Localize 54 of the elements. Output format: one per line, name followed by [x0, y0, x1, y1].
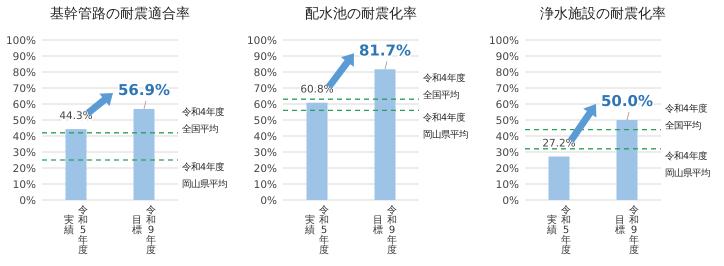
- y-tick-label: 10%: [12, 179, 36, 191]
- y-tick-label: 50%: [495, 115, 519, 127]
- ref-line-label: 令和4年度岡山県平均: [423, 112, 468, 140]
- y-tick-label: 40%: [12, 131, 36, 143]
- y-tick-label: 80%: [12, 67, 36, 79]
- y-tick-label: 30%: [495, 147, 519, 159]
- y-tick-label: 30%: [12, 147, 36, 159]
- y-tick-label: 70%: [12, 83, 36, 95]
- y-tick-label: 80%: [254, 67, 278, 79]
- data-label: 81.7%: [359, 41, 412, 60]
- y-tick-label: 0%: [19, 195, 36, 207]
- y-tick-label: 50%: [12, 115, 36, 127]
- ref-line-label: 令和4年度岡山県平均: [664, 150, 710, 179]
- category-label: 令和9年度目標: [132, 205, 156, 256]
- data-label: 44.3%: [59, 110, 93, 122]
- ref-line-label: 令和4年度全国平均: [423, 73, 466, 102]
- y-tick-label: 30%: [254, 147, 278, 159]
- y-tick-label: 80%: [495, 67, 519, 79]
- y-tick-label: 40%: [495, 131, 519, 143]
- ref-line-label: 令和4年度全国平均: [664, 104, 707, 132]
- y-tick-label: 20%: [12, 163, 36, 175]
- y-tick-label: 40%: [254, 131, 278, 143]
- category-label: 令和5年度実績: [305, 205, 330, 256]
- y-tick-label: 90%: [495, 51, 519, 63]
- data-label: 50.0%: [600, 92, 653, 110]
- y-tick-label: 90%: [254, 51, 278, 63]
- y-tick-label: 0%: [502, 195, 519, 207]
- y-tick-label: 10%: [495, 179, 519, 191]
- category-label: 令和5年度実績: [546, 205, 571, 256]
- y-tick-label: 70%: [495, 83, 519, 95]
- y-tick-label: 60%: [12, 99, 36, 111]
- category-label: 令和9年度目標: [614, 205, 639, 256]
- y-tick-label: 100%: [247, 35, 278, 47]
- y-tick-label: 20%: [495, 163, 519, 175]
- chart-title: 配水池の耐震化率: [305, 6, 418, 22]
- category-label: 令和9年度目標: [373, 205, 398, 256]
- data-label: 27.2%: [542, 137, 576, 150]
- chart-title: 浄水施設の耐震化率: [540, 6, 666, 22]
- y-tick-label: 100%: [6, 35, 36, 47]
- y-tick-label: 100%: [488, 35, 519, 47]
- y-tick-label: 10%: [254, 179, 278, 191]
- y-tick-label: 70%: [254, 83, 278, 95]
- category-label: 令和5年度実績: [64, 205, 88, 256]
- y-tick-label: 20%: [254, 163, 278, 175]
- ref-line-label: 令和4年度岡山県平均: [182, 162, 227, 190]
- chart-title: 基幹管路の耐震適合率: [50, 6, 190, 22]
- data-label: 60.8%: [300, 84, 334, 96]
- y-tick-label: 60%: [254, 99, 278, 111]
- y-tick-label: 90%: [12, 51, 36, 63]
- y-tick-label: 0%: [260, 195, 278, 207]
- data-label: 56.9%: [118, 80, 170, 99]
- y-tick-label: 50%: [254, 115, 278, 127]
- ref-line-label: 令和4年度全国平均: [182, 106, 224, 135]
- y-tick-label: 60%: [495, 99, 519, 111]
